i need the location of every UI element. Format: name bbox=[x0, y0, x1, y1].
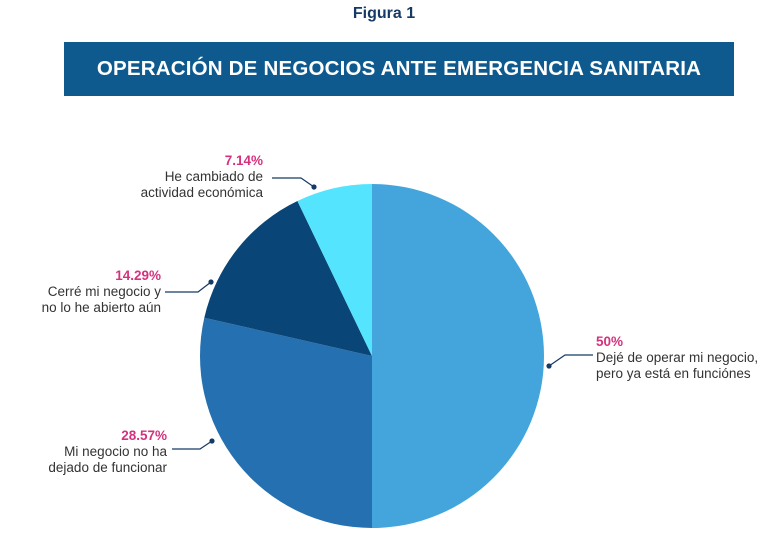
figure-label: Figura 1 bbox=[352, 5, 416, 22]
slice-text-line: pero ya está en funciónes bbox=[596, 366, 751, 381]
slice-label-2: 14.29% Cerré mi negocio y no lo he abier… bbox=[42, 268, 161, 316]
pie-slice-2 bbox=[204, 201, 372, 356]
leader-dot-1 bbox=[209, 438, 215, 444]
leader-dot-2 bbox=[208, 279, 214, 285]
slice-label-1: 28.57% Mi negocio no ha dejado de funcio… bbox=[48, 428, 167, 476]
slice-label-3: 7.14% He cambiado de actividad económica bbox=[141, 153, 263, 201]
slice-percent: 7.14% bbox=[224, 153, 263, 168]
leader-dot-0 bbox=[546, 363, 552, 369]
slice-text-line: no lo he abierto aún bbox=[41, 300, 161, 315]
pie-slice-1 bbox=[200, 317, 372, 528]
leader-line-0 bbox=[548, 354, 593, 367]
slice-text-line: actividad económica bbox=[140, 185, 263, 200]
leader-dot-3 bbox=[311, 184, 317, 190]
title-banner: OPERACIÓN DE NEGOCIOS ANTE EMERGENCIA SA… bbox=[64, 42, 734, 96]
slice-text-line: He cambiado de bbox=[164, 169, 263, 184]
leader-line-3 bbox=[272, 177, 315, 188]
pie-slice-0 bbox=[372, 184, 544, 528]
leader-line-1 bbox=[172, 440, 213, 450]
leader-line-2 bbox=[165, 281, 212, 293]
slice-text-line: dejado de funcionar bbox=[48, 460, 167, 475]
slice-text-line: Cerré mi negocio y bbox=[47, 284, 161, 299]
slice-text-line: Mi negocio no ha bbox=[64, 444, 167, 459]
chart-title: OPERACIÓN DE NEGOCIOS ANTE EMERGENCIA SA… bbox=[96, 57, 702, 80]
slice-percent: 28.57% bbox=[121, 428, 167, 443]
slice-text-line: Dejé de operar mi negocio, bbox=[596, 350, 759, 365]
slice-percent: 14.29% bbox=[115, 268, 161, 283]
slice-percent: 50% bbox=[596, 334, 624, 349]
pie-slice-3 bbox=[297, 184, 372, 356]
slice-label-0: 50% Dejé de operar mi negocio, pero ya e… bbox=[596, 334, 758, 382]
